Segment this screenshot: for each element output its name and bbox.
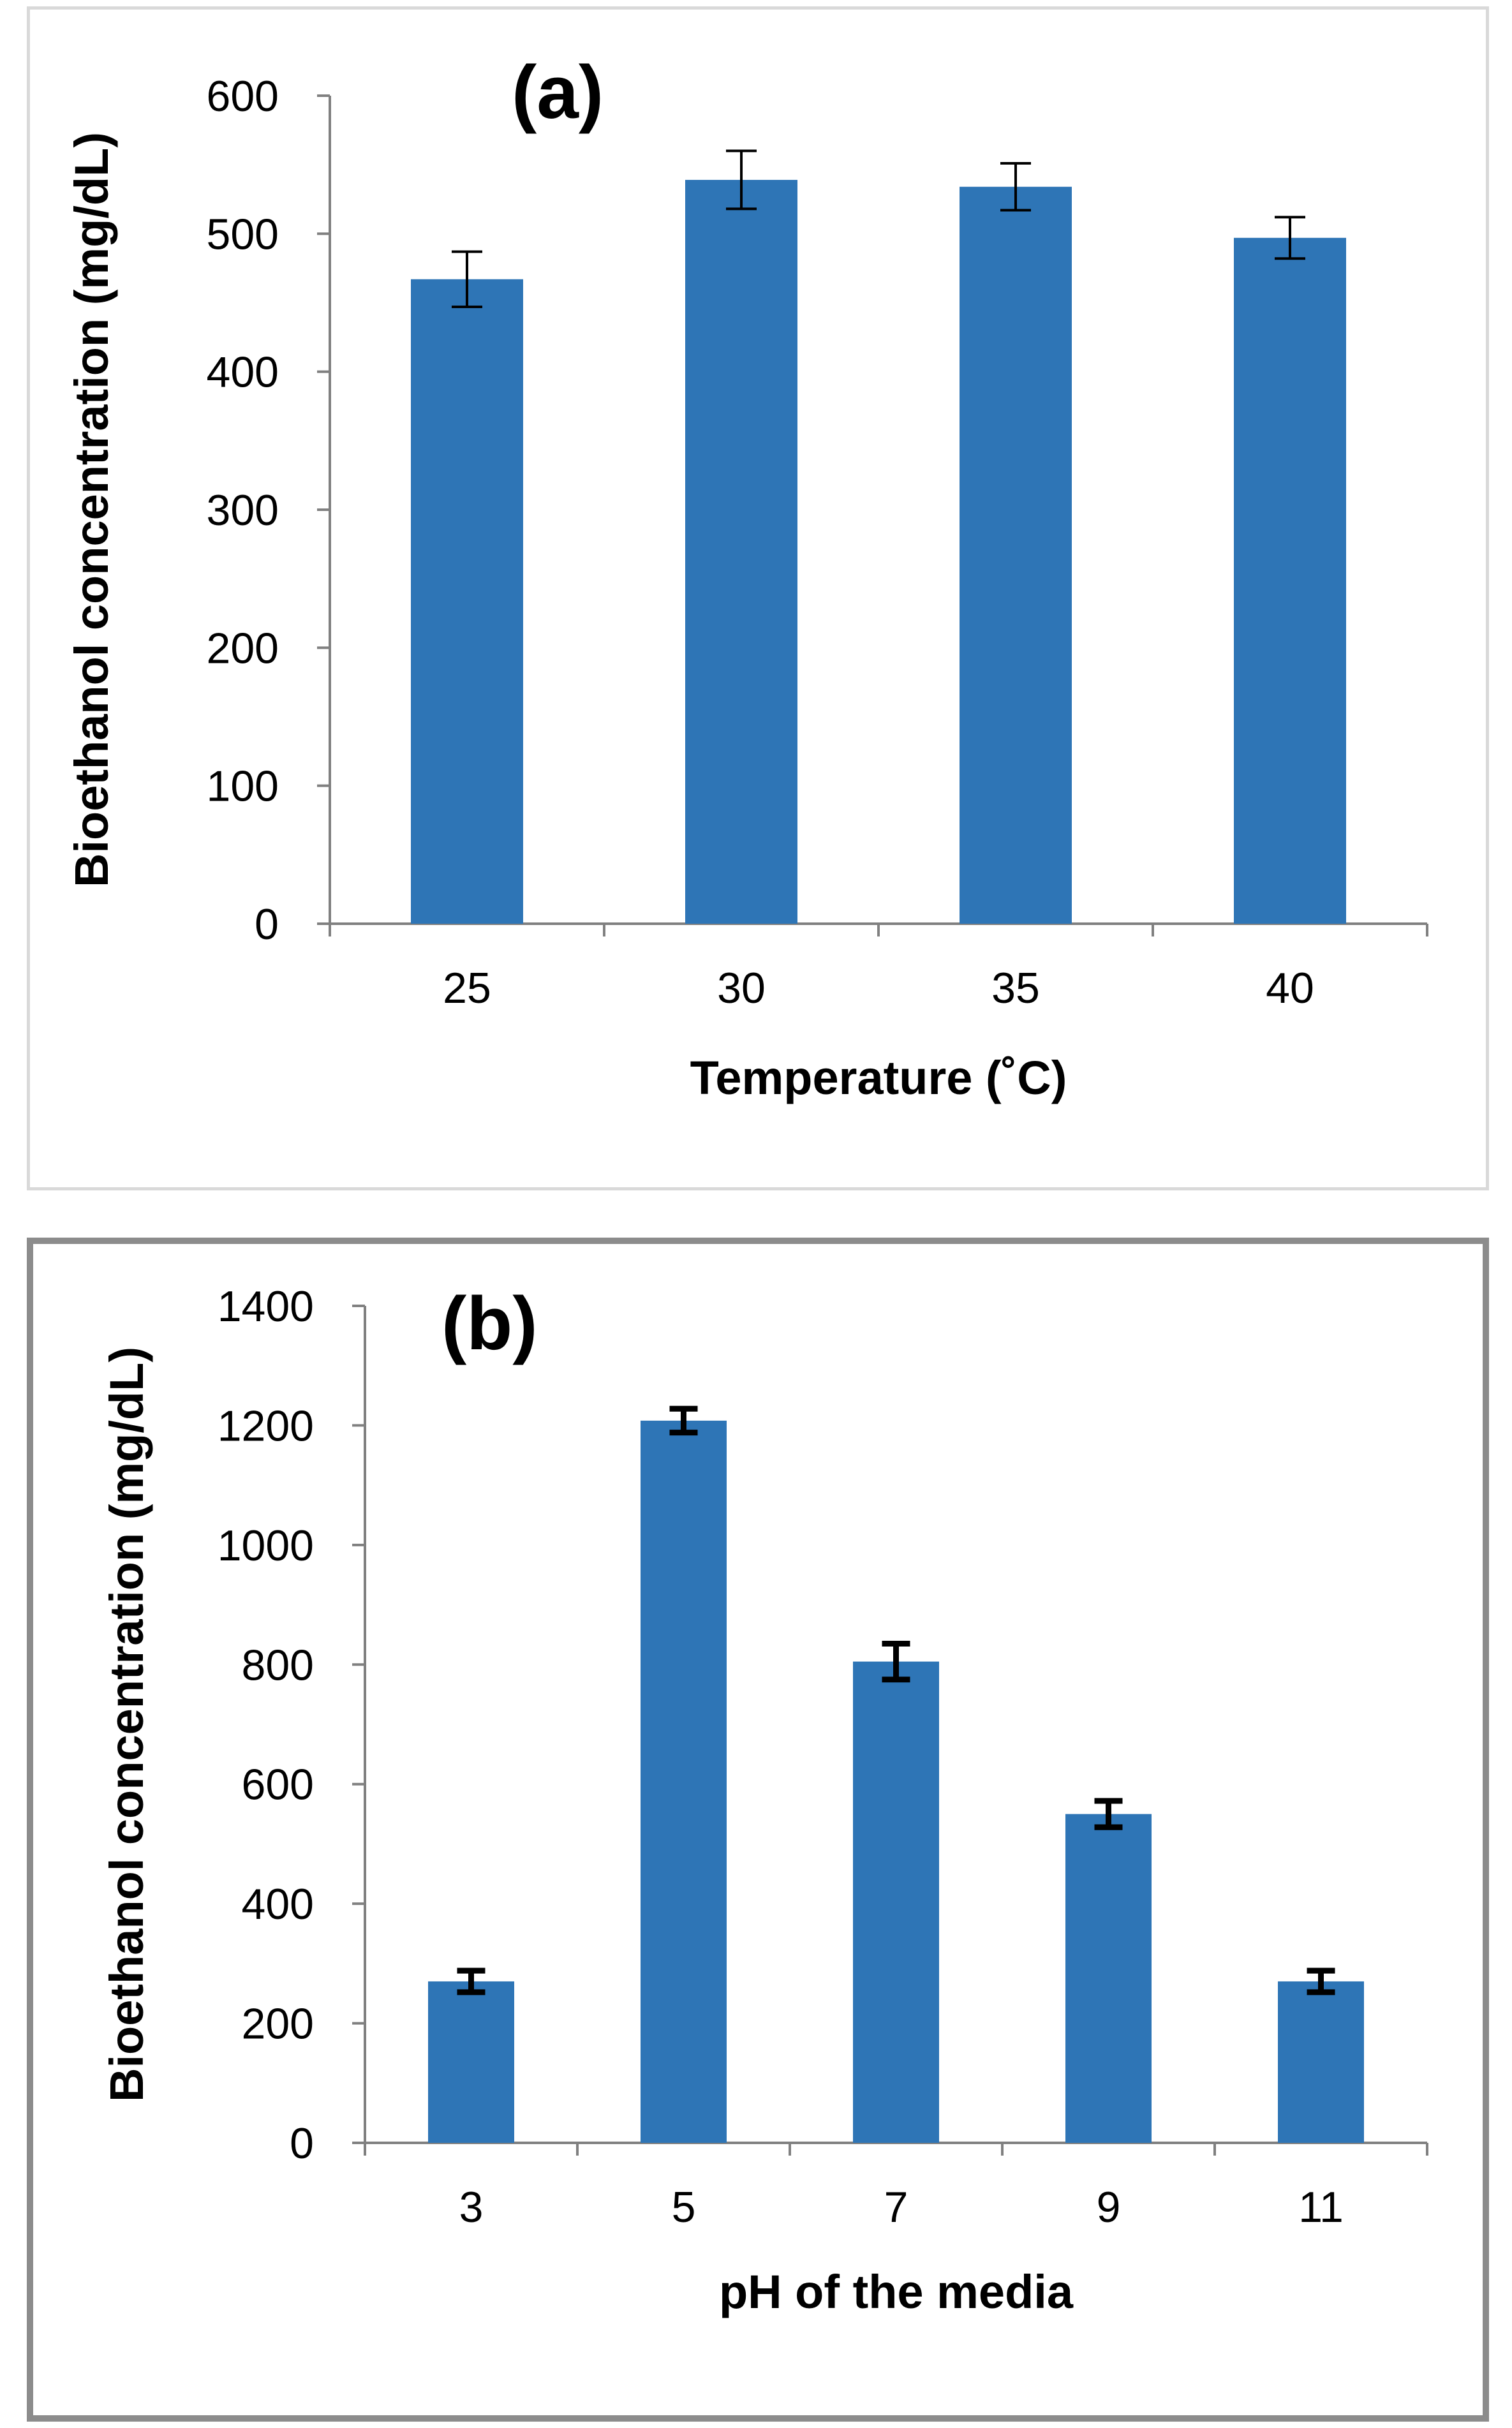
x-tick-label-b: 7: [884, 2183, 908, 2232]
y-tick-label-b: 0: [290, 2119, 314, 2168]
y-tick-label-b: 1000: [218, 1521, 314, 1570]
bar-a-30: [685, 179, 797, 924]
y-tick-label-b: 200: [242, 2000, 314, 2048]
x-tick-label-a: 30: [717, 964, 766, 1012]
x-tick-label-b: 3: [459, 2183, 484, 2232]
chart-b-svg: 0 200 400 600 800 1000 1200 1400 3 5 7 9 11 pH of the…: [100, 1282, 1428, 2318]
y-tick-label-b: 800: [242, 1641, 314, 1689]
y-tick-label-a: 300: [207, 486, 279, 535]
y-tick-label-a: 500: [207, 210, 279, 258]
y-axis-title-a: Bioethanol concentration (mg/dL): [65, 132, 118, 887]
bar-a-25: [411, 279, 523, 924]
y-tick-label-a: 100: [207, 762, 279, 811]
chart-panel-a: 0 100 200 300 400 500 600 25 30 35 40 Temperature (…: [27, 6, 1489, 1190]
y-tick-label-b: 600: [242, 1761, 314, 1809]
y-tick-label-b: 400: [242, 1880, 314, 1928]
y-tick-label-a: 0: [255, 900, 279, 949]
chart-a-svg: 0 100 200 300 400 500 600 25 30 35 40 Temperature (…: [65, 50, 1428, 1104]
y-tick-label-a: 400: [207, 348, 279, 397]
x-axis-title-b: pH of the media: [719, 2265, 1074, 2318]
panel-label-a: (a): [512, 50, 604, 135]
x-tick-label-a: 40: [1266, 964, 1314, 1012]
x-tick-label-a: 35: [991, 964, 1040, 1012]
bar-b-5: [641, 1420, 727, 2143]
y-tick-label-b: 1200: [218, 1402, 314, 1450]
x-tick-label-b: 5: [672, 2183, 696, 2232]
panel-label-b: (b): [441, 1282, 538, 1366]
bar-b-7: [853, 1661, 939, 2143]
y-axis-title-b: Bioethanol concentration (mg/dL): [100, 1347, 153, 2102]
bar-b-11: [1278, 1981, 1364, 2143]
chart-panel-b: 0 200 400 600 800 1000 1200 1400 3 5 7 9 11 pH of the…: [27, 1238, 1489, 2422]
x-tick-label-b: 11: [1298, 2183, 1344, 2232]
x-axis-title-a: Temperature (˚C): [690, 1051, 1067, 1104]
x-tick-label-a: 25: [443, 964, 491, 1012]
bar-a-35: [960, 186, 1072, 924]
y-tick-label-b: 1400: [218, 1282, 314, 1331]
bar-b-3: [428, 1981, 514, 2143]
x-tick-label-b: 9: [1097, 2183, 1121, 2232]
bar-b-9: [1065, 1814, 1152, 2143]
bar-a-40: [1234, 237, 1346, 924]
y-tick-label-a: 600: [207, 72, 279, 121]
y-tick-label-a: 200: [207, 624, 279, 672]
